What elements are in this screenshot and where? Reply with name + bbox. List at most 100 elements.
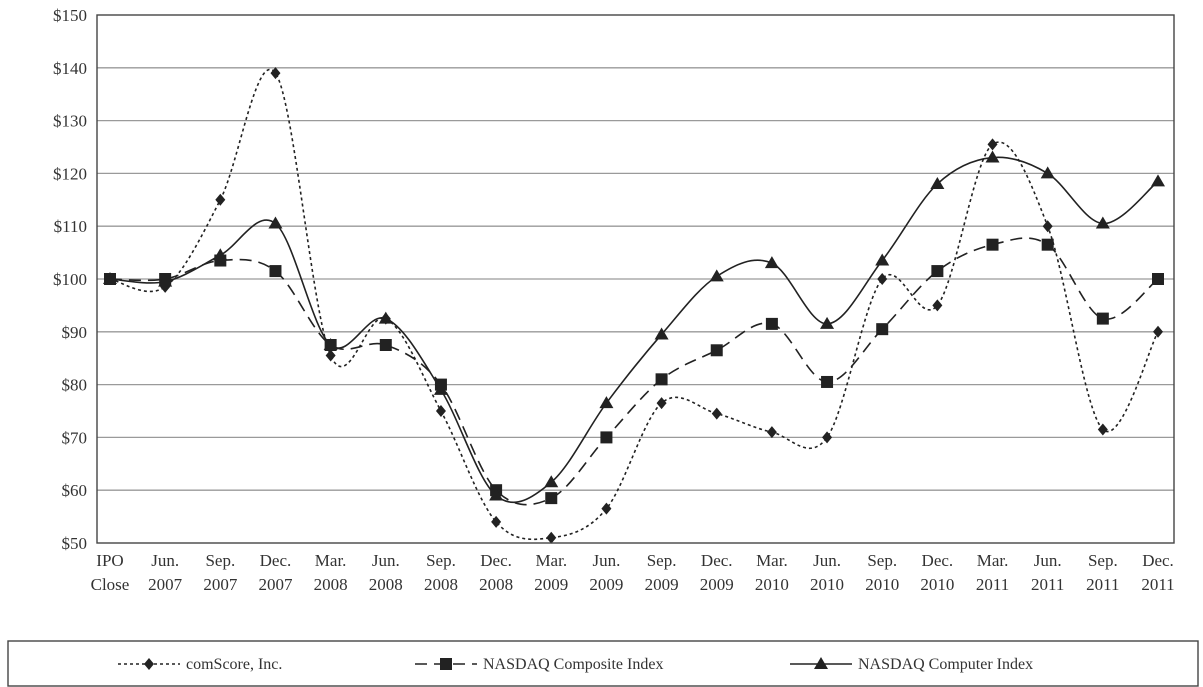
data-point-diamond <box>1097 423 1108 436</box>
x-tick-label: Jun. 2007 <box>148 551 183 594</box>
legend-item: comScore, Inc. <box>118 656 282 673</box>
x-tick-label-line: Mar. <box>756 551 788 570</box>
x-tick-label: Dec. 2010 <box>920 551 954 594</box>
data-point-diamond <box>822 431 833 444</box>
data-point-triangle <box>764 256 779 269</box>
data-point-square <box>1096 312 1109 325</box>
data-point-diamond <box>325 349 336 362</box>
x-tick-label-line: Mar. <box>315 551 347 570</box>
data-point-triangle <box>103 272 117 284</box>
data-point-triangle <box>158 274 173 287</box>
data-point-square <box>821 375 834 388</box>
x-axis-tick-labels: IPO Close Jun. 2007 Sep. 2007 Dec. 2007 Mar. 2008… <box>91 551 1175 594</box>
x-tick-label-line: 2009 <box>700 575 734 594</box>
x-tick-label-line: Jun. <box>1034 551 1062 570</box>
x-tick-label-line: Sep. <box>1088 551 1118 570</box>
x-tick-label-line: 2010 <box>865 575 899 594</box>
data-point-square <box>710 344 723 357</box>
x-tick-label: Sep. 2008 <box>424 551 458 594</box>
x-tick-label-line: Jun. <box>151 551 179 570</box>
legend-box <box>7 640 1199 687</box>
x-tick-label: Jun. 2011 <box>1031 551 1064 594</box>
series-line-1 <box>109 237 1159 506</box>
data-point-triangle <box>544 475 559 488</box>
data-point-diamond <box>491 515 502 528</box>
x-tick-label: IPO Close <box>91 551 130 594</box>
x-tick-label: Mar. 2008 <box>314 551 348 594</box>
x-tick-label-line: Dec. <box>701 551 733 570</box>
x-tick-label: Dec. 2011 <box>1141 551 1174 594</box>
x-tick-label-line: 2008 <box>479 575 513 594</box>
series-markers-0 <box>105 67 1163 544</box>
x-tick-label-line: 2008 <box>369 575 403 594</box>
x-tick-label-line: Dec. <box>260 551 292 570</box>
data-point-square <box>765 317 778 330</box>
legend-label: NASDAQ Computer Index <box>858 656 1033 673</box>
x-tick-label-line: 2008 <box>424 575 458 594</box>
x-tick-label: Jun. 2009 <box>589 551 623 594</box>
x-tick-label-line: 2008 <box>314 575 348 594</box>
x-tick-label-line: Sep. <box>647 551 677 570</box>
data-point-diamond <box>656 397 667 410</box>
data-point-triangle <box>378 311 393 324</box>
x-tick-label-line: 2007 <box>203 575 238 594</box>
data-point-triangle <box>875 253 890 266</box>
x-tick-label-line: Dec. <box>480 551 512 570</box>
data-point-diamond <box>270 67 281 80</box>
data-point-diamond <box>1153 325 1163 338</box>
data-point-square <box>876 323 889 336</box>
x-tick-label: Dec. 2007 <box>258 551 293 594</box>
series-markers-2 <box>103 150 1165 501</box>
x-tick-label-line: 2011 <box>1141 575 1174 594</box>
data-point-diamond <box>766 426 777 439</box>
data-point-square <box>269 265 282 278</box>
x-tick-label-line: 2010 <box>755 575 789 594</box>
y-tick-label: $130 <box>53 112 87 131</box>
data-point-square <box>379 339 392 351</box>
data-point-triangle <box>489 488 504 501</box>
y-tick-label: $140 <box>53 59 87 78</box>
legend: comScore, Inc. NASDAQ Composite Index NASD… <box>118 656 1033 673</box>
data-point-diamond <box>711 407 722 420</box>
x-tick-label: Dec. 2009 <box>700 551 734 594</box>
gridlines <box>97 67 1174 491</box>
x-tick-label-line: Jun. <box>592 551 620 570</box>
data-point-diamond <box>546 531 557 544</box>
data-point-triangle <box>1095 216 1110 229</box>
x-tick-label-line: Sep. <box>867 551 897 570</box>
y-tick-label: $100 <box>53 270 87 289</box>
y-tick-label: $60 <box>62 481 88 500</box>
x-tick-label: Sep. 2010 <box>865 551 899 594</box>
data-point-square <box>600 431 613 444</box>
x-tick-label-line: Dec. <box>1142 551 1174 570</box>
legend-label: NASDAQ Composite Index <box>483 656 663 673</box>
data-point-triangle <box>654 327 669 340</box>
y-tick-label: $80 <box>62 376 88 395</box>
x-tick-label-line: 2007 <box>148 575 183 594</box>
data-point-triangle <box>323 338 338 350</box>
y-tick-label: $150 <box>53 6 87 25</box>
data-point-triangle <box>930 176 945 189</box>
data-point-triangle <box>1040 166 1055 179</box>
data-point-square <box>986 238 999 251</box>
x-tick-label-line: IPO <box>96 551 123 570</box>
x-tick-label: Sep. 2011 <box>1086 551 1119 594</box>
x-tick-label: Mar. 2011 <box>976 551 1009 594</box>
data-point-triangle <box>709 269 724 282</box>
y-tick-label: $120 <box>53 164 87 183</box>
x-tick-label-line: Sep. <box>205 551 235 570</box>
data-point-triangle <box>268 216 283 229</box>
x-tick-label: Sep. 2007 <box>203 551 238 594</box>
series-markers <box>103 67 1165 544</box>
x-tick-label: Sep. 2009 <box>645 551 679 594</box>
legend-marker <box>814 657 828 669</box>
data-point-diamond <box>932 299 943 312</box>
x-tick-label-line: 2007 <box>258 575 293 594</box>
legend-label: comScore, Inc. <box>186 656 282 673</box>
x-tick-label-line: Jun. <box>372 551 400 570</box>
data-point-square <box>545 492 558 505</box>
x-tick-label-line: Jun. <box>813 551 841 570</box>
x-tick-label: Dec. 2008 <box>479 551 513 594</box>
x-tick-label-line: 2011 <box>1086 575 1119 594</box>
